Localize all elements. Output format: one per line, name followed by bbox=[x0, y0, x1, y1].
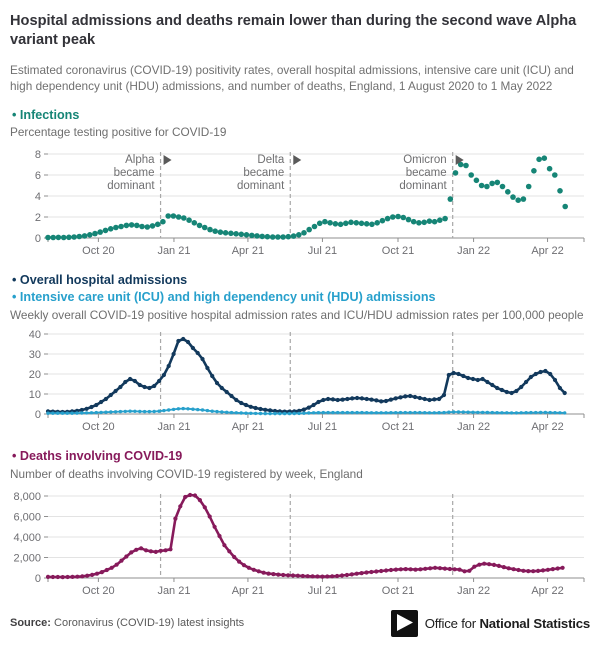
deaths-line-chart: 0 2,000 4,000 6,000 8,000 Oct 20 Jan 21 Apr 21 J… bbox=[13, 491, 585, 597]
deaths-chart-sublabel: Number of deaths involving COVID-19 regi… bbox=[10, 466, 363, 481]
svg-text:Oct 20: Oct 20 bbox=[82, 421, 114, 433]
svg-text:Jan 21: Jan 21 bbox=[157, 245, 190, 257]
heading-icu-hdu-admissions: • Intensive care unit (ICU) and high dep… bbox=[12, 290, 436, 305]
svg-text:Jan 22: Jan 22 bbox=[457, 585, 490, 597]
svg-text:Apr 22: Apr 22 bbox=[531, 585, 563, 597]
svg-text:Delta: Delta bbox=[257, 154, 284, 166]
svg-text:0: 0 bbox=[35, 573, 41, 585]
page-subtitle: Estimated coronavirus (COVID-19) positiv… bbox=[10, 62, 574, 94]
svg-text:4,000: 4,000 bbox=[13, 532, 41, 544]
source-note: Source: Coronavirus (COVID-19) latest in… bbox=[10, 617, 244, 629]
svg-text:Jul 21: Jul 21 bbox=[308, 585, 337, 597]
svg-text:8,000: 8,000 bbox=[13, 491, 41, 503]
admissions-chart-sublabel: Weekly overall COVID-19 positive hospita… bbox=[10, 307, 584, 322]
heading-overall-admissions: • Overall hospital admissions bbox=[12, 272, 188, 287]
svg-text:2,000: 2,000 bbox=[13, 552, 41, 564]
svg-text:Apr 21: Apr 21 bbox=[232, 585, 264, 597]
svg-text:Oct 21: Oct 21 bbox=[382, 421, 414, 433]
heading-deaths: • Deaths involving COVID-19 bbox=[12, 449, 183, 464]
svg-text:30: 30 bbox=[29, 349, 41, 361]
svg-text:10: 10 bbox=[29, 389, 41, 401]
ons-logo-text: Office for National Statistics bbox=[424, 615, 590, 631]
svg-text:became: became bbox=[243, 167, 284, 179]
svg-text:Jul 21: Jul 21 bbox=[308, 245, 337, 257]
svg-text:dominant: dominant bbox=[107, 180, 155, 192]
svg-text:6: 6 bbox=[35, 170, 41, 182]
svg-text:Apr 22: Apr 22 bbox=[531, 245, 563, 257]
section-hospital-admissions: • Overall hospital admissions • Intensiv… bbox=[8, 272, 592, 437]
svg-text:8: 8 bbox=[35, 149, 41, 161]
infections-chart-sublabel: Percentage testing positive for COVID-19 bbox=[10, 124, 227, 139]
admissions-line-chart: 0 10 20 30 40 Oct 20 Jan 21 Apr 21 Jul 21 Oct 21 J… bbox=[29, 329, 585, 433]
svg-text:Oct 20: Oct 20 bbox=[82, 585, 114, 597]
section-infections: • Infections Percentage testing positive… bbox=[8, 107, 592, 260]
svg-text:6,000: 6,000 bbox=[13, 511, 41, 523]
section-deaths: • Deaths involving COVID-19 Number of de… bbox=[8, 448, 592, 599]
svg-text:Oct 21: Oct 21 bbox=[382, 585, 414, 597]
svg-text:Jan 21: Jan 21 bbox=[157, 585, 190, 597]
svg-text:Jan 22: Jan 22 bbox=[457, 245, 490, 257]
svg-text:Alpha: Alpha bbox=[125, 154, 155, 166]
svg-text:Apr 21: Apr 21 bbox=[232, 245, 264, 257]
svg-text:dominant: dominant bbox=[237, 180, 285, 192]
page-title: Hospital admissions and deaths remain lo… bbox=[10, 13, 577, 49]
svg-text:Apr 22: Apr 22 bbox=[531, 421, 563, 433]
svg-text:Oct 21: Oct 21 bbox=[382, 245, 414, 257]
svg-text:Oct 20: Oct 20 bbox=[82, 245, 114, 257]
svg-text:Jan 21: Jan 21 bbox=[157, 421, 190, 433]
heading-infections: • Infections bbox=[12, 107, 80, 122]
svg-text:became: became bbox=[114, 167, 155, 179]
svg-text:20: 20 bbox=[29, 369, 41, 381]
svg-text:became: became bbox=[406, 167, 447, 179]
source-text: Coronavirus (COVID-19) latest insights bbox=[54, 617, 245, 630]
svg-text:0: 0 bbox=[35, 409, 41, 421]
svg-text:Apr 21: Apr 21 bbox=[232, 421, 264, 433]
source-label: Source: bbox=[10, 617, 51, 630]
ons-logo: Office for National Statistics bbox=[390, 609, 590, 637]
svg-text:dominant: dominant bbox=[399, 180, 447, 192]
infections-scatter-chart: 0 2 4 6 8 Oct 20 Jan 21 Apr 21 Jul 21 Oct 21 Jan 2… bbox=[35, 149, 585, 257]
svg-text:Omicron: Omicron bbox=[403, 154, 446, 166]
svg-text:Jan 22: Jan 22 bbox=[457, 421, 490, 433]
svg-text:Jul 21: Jul 21 bbox=[308, 421, 337, 433]
svg-text:40: 40 bbox=[29, 329, 41, 341]
svg-text:4: 4 bbox=[35, 191, 41, 203]
svg-text:2: 2 bbox=[35, 212, 41, 224]
footer: Source: Coronavirus (COVID-19) latest in… bbox=[8, 609, 592, 637]
ons-logo-icon bbox=[390, 609, 418, 637]
svg-text:0: 0 bbox=[35, 233, 41, 245]
ons-covid-infographic: Hospital admissions and deaths remain lo… bbox=[8, 12, 592, 637]
